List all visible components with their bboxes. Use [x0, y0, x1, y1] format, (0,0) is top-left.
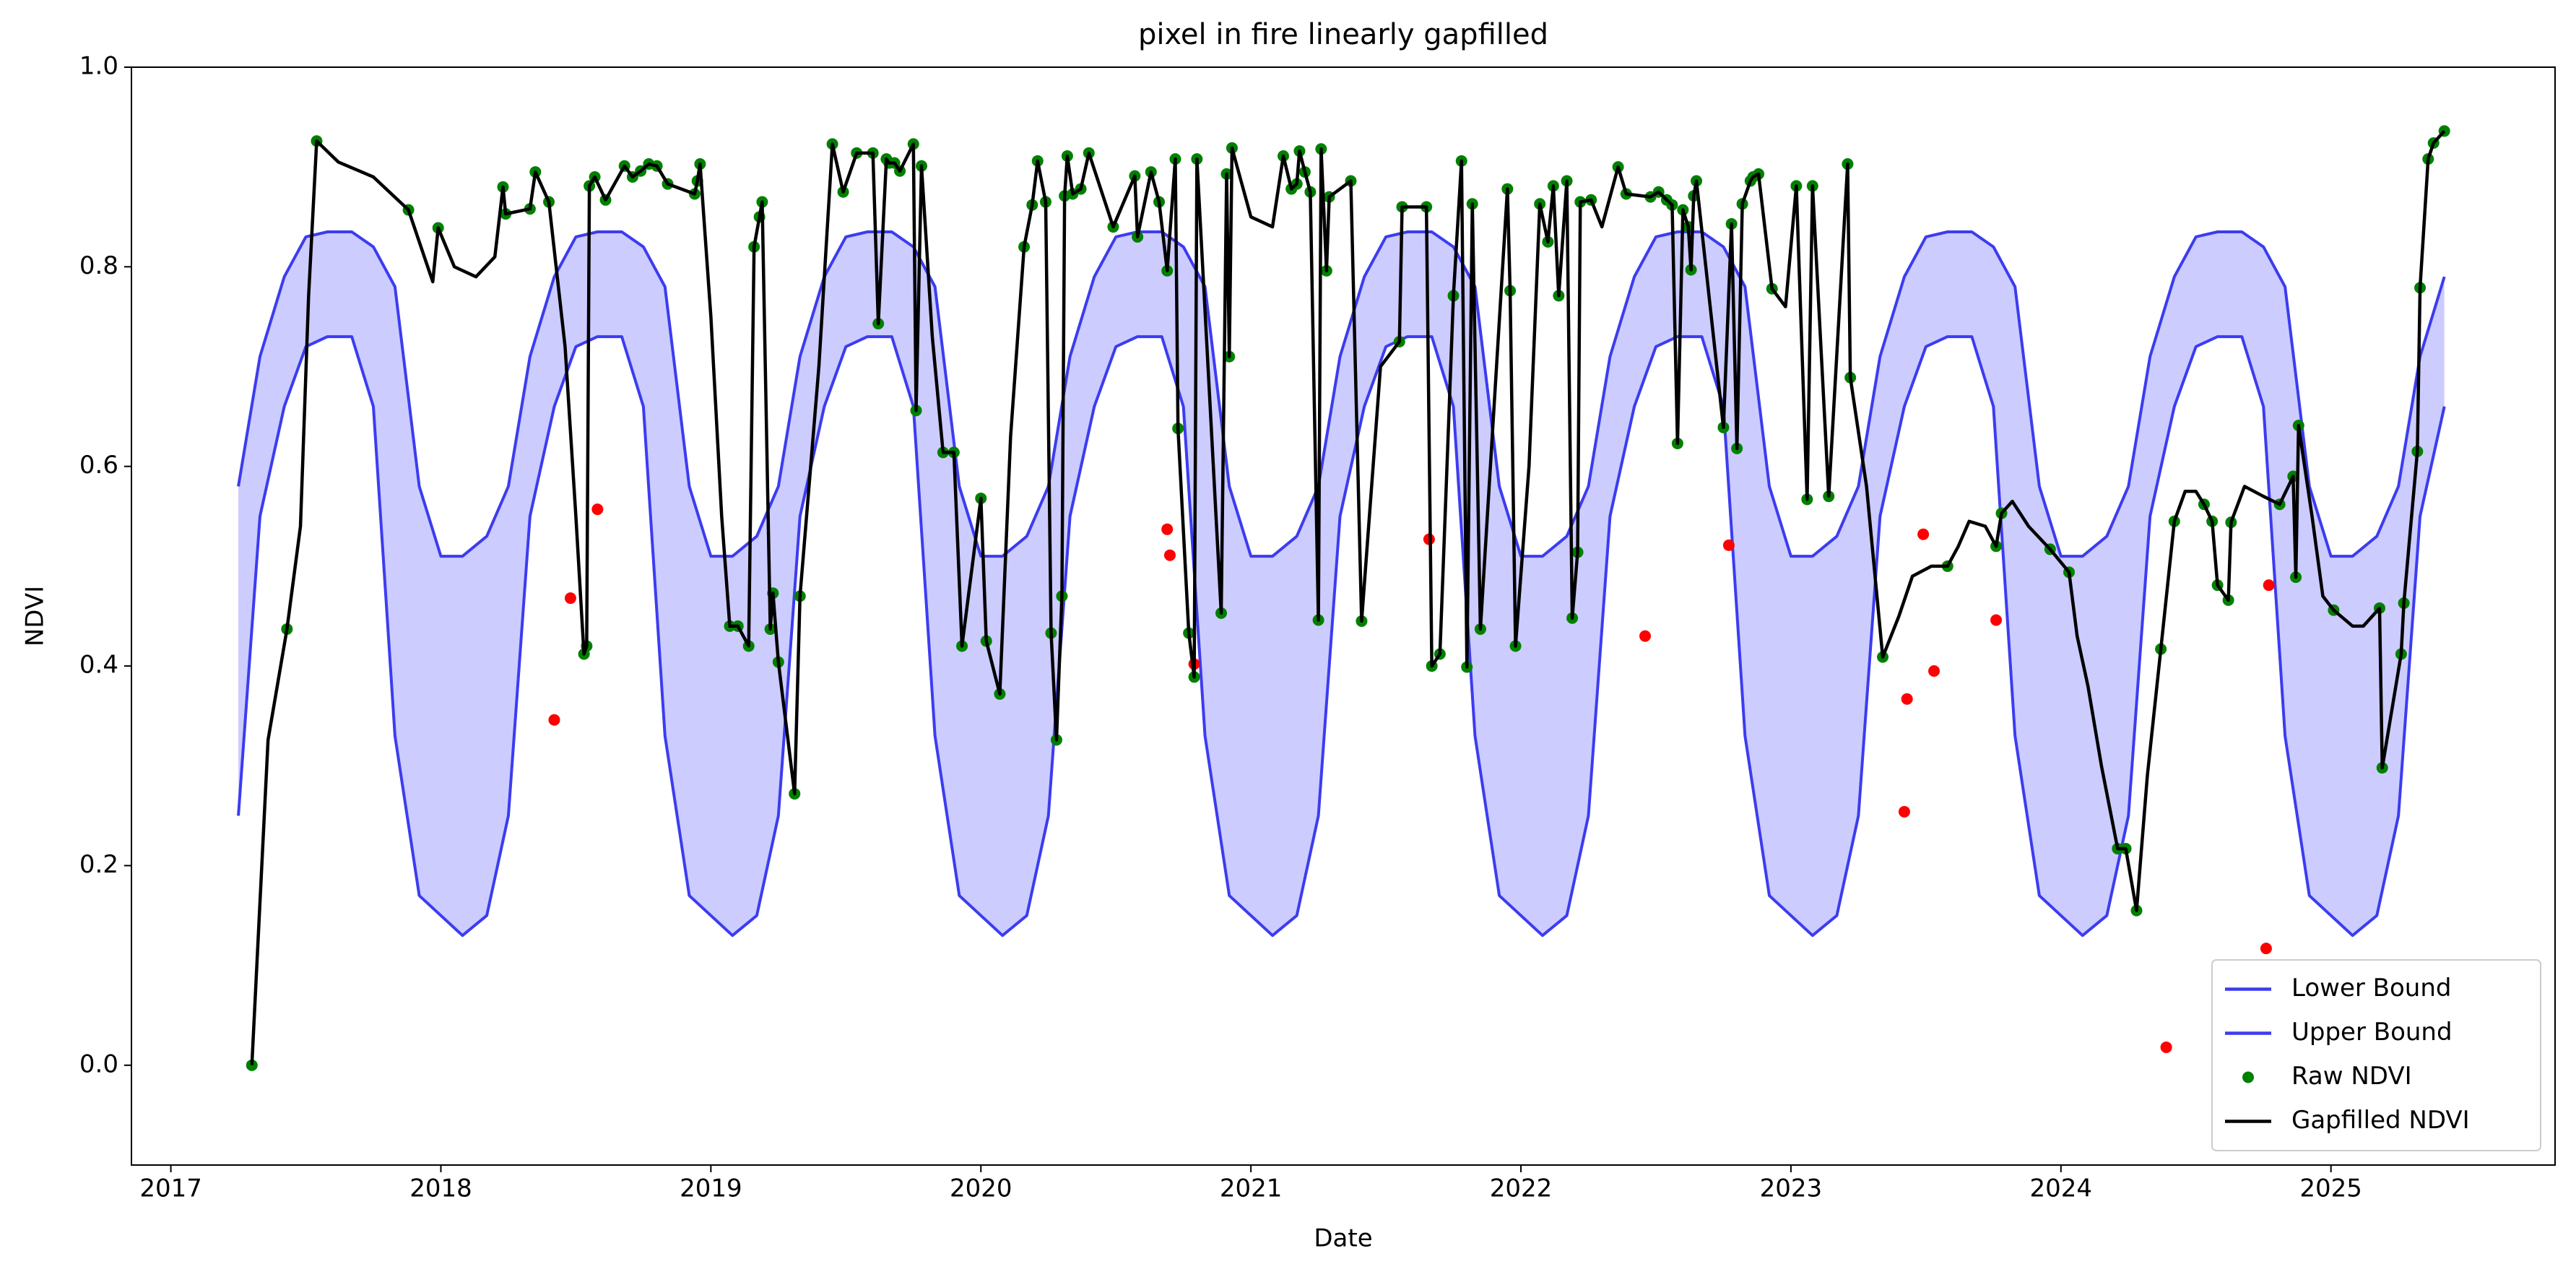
bound-band — [238, 232, 2445, 936]
chart-title: pixel in fire linearly gapfilled — [1138, 18, 1548, 51]
legend-label: Gapfilled NDVI — [2291, 1106, 2470, 1135]
legend-label: Lower Bound — [2291, 974, 2451, 1003]
data-point — [1928, 665, 1940, 677]
data-point — [1161, 523, 1174, 535]
data-point — [1639, 630, 1652, 642]
series-line — [250, 129, 2446, 1065]
data-point — [2260, 943, 2272, 955]
legend-swatch — [2242, 1071, 2254, 1083]
x-tick-label: 2023 — [1760, 1174, 1823, 1203]
y-tick-label: 0.6 — [79, 451, 118, 480]
x-tick-label: 2022 — [1490, 1174, 1553, 1203]
x-tick-label: 2019 — [680, 1174, 742, 1203]
y-tick-label: 0.2 — [79, 850, 118, 879]
y-tick-label: 1.0 — [79, 52, 118, 81]
data-point — [1990, 614, 2003, 626]
plot-frame — [131, 66, 2556, 1166]
x-tick-label: 2018 — [409, 1174, 472, 1203]
x-tick-label: 2025 — [2299, 1174, 2362, 1203]
data-point — [548, 714, 560, 726]
x-tick-label: 2017 — [139, 1174, 202, 1203]
data-point — [1722, 539, 1735, 551]
y-axis-label: NDVI — [21, 586, 50, 646]
y-tick-label: 0.8 — [79, 251, 118, 280]
data-point — [591, 503, 604, 516]
data-point — [1163, 549, 1176, 561]
x-tick-label: 2024 — [2030, 1174, 2093, 1203]
x-tick-label: 2021 — [1220, 1174, 1283, 1203]
y-tick-label: 0.4 — [79, 651, 118, 680]
legend-label: Upper Bound — [2291, 1018, 2453, 1047]
data-point — [1917, 528, 1930, 540]
data-point — [2263, 579, 2275, 592]
data-point — [564, 592, 576, 605]
data-point — [1901, 693, 1913, 705]
series-line — [237, 230, 2446, 558]
legend-label: Raw NDVI — [2291, 1062, 2412, 1091]
legend-box — [2211, 959, 2541, 1151]
y-tick-label: 0.0 — [79, 1049, 118, 1078]
x-axis-label: Date — [1314, 1224, 1372, 1253]
series-line — [237, 335, 2446, 938]
data-point — [1898, 805, 1910, 818]
x-tick-label: 2020 — [950, 1174, 1012, 1203]
data-point — [2160, 1041, 2172, 1053]
